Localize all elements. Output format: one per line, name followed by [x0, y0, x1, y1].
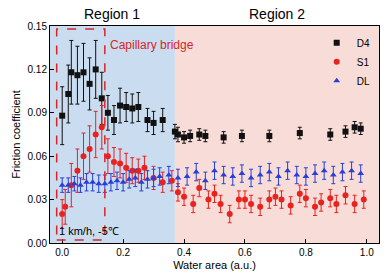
- svg-text:0.6: 0.6: [238, 247, 252, 258]
- svg-text:0.06: 0.06: [28, 151, 48, 162]
- svg-text:0.03: 0.03: [28, 194, 48, 205]
- svg-text:0.09: 0.09: [28, 107, 48, 118]
- svg-text:D4: D4: [357, 38, 370, 49]
- svg-text:1 km/h, -5℃: 1 km/h, -5℃: [59, 225, 119, 237]
- svg-text:0.2: 0.2: [116, 247, 130, 258]
- svg-text:Water area (a.u.): Water area (a.u.): [173, 259, 256, 271]
- svg-text:0.0: 0.0: [55, 247, 69, 258]
- svg-text:Region 2: Region 2: [249, 6, 305, 22]
- svg-text:0.4: 0.4: [177, 247, 191, 258]
- svg-text:Capillary bridge: Capillary bridge: [110, 38, 194, 52]
- svg-text:DL: DL: [357, 76, 370, 87]
- svg-text:S1: S1: [357, 57, 370, 68]
- svg-text:Region 1: Region 1: [84, 6, 140, 22]
- svg-text:0.15: 0.15: [28, 21, 48, 32]
- svg-text:0.00: 0.00: [28, 238, 48, 249]
- svg-text:0.8: 0.8: [299, 247, 313, 258]
- svg-text:1.0: 1.0: [360, 247, 374, 258]
- svg-text:0.12: 0.12: [28, 64, 48, 75]
- svg-text:Friction coefficient: Friction coefficient: [10, 90, 22, 178]
